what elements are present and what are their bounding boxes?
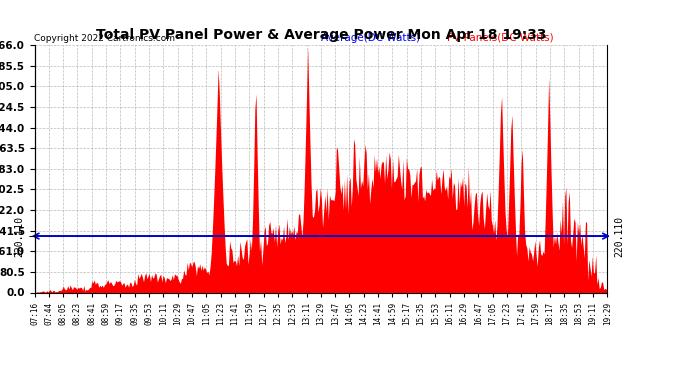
Text: PV Panels(DC Watts): PV Panels(DC Watts) (447, 33, 553, 42)
Text: 220.110: 220.110 (614, 216, 624, 256)
Text: Average(DC Watts): Average(DC Watts) (321, 33, 420, 42)
Text: Copyright 2022 Cartronics.com: Copyright 2022 Cartronics.com (34, 33, 175, 42)
Title: Total PV Panel Power & Average Power Mon Apr 18 19:33: Total PV Panel Power & Average Power Mon… (96, 28, 546, 42)
